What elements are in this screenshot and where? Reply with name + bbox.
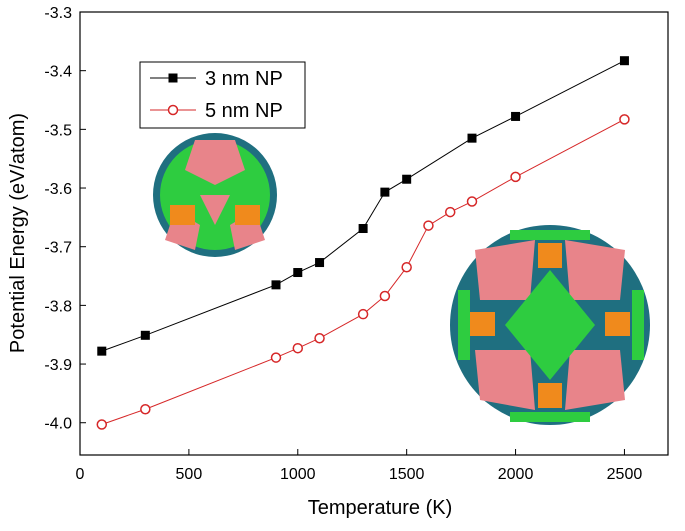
data-point bbox=[293, 268, 303, 278]
y-tick-label: -3.5 bbox=[44, 122, 72, 139]
data-point bbox=[619, 56, 629, 66]
data-point bbox=[510, 171, 521, 183]
legend-marker bbox=[167, 104, 179, 116]
y-tick-label: -3.6 bbox=[44, 181, 72, 198]
data-point bbox=[380, 187, 390, 197]
data-point bbox=[271, 280, 281, 290]
x-tick-label: 2500 bbox=[607, 466, 643, 483]
data-point bbox=[357, 308, 369, 320]
y-tick-label: -3.9 bbox=[44, 357, 72, 374]
legend-label: 5 nm NP bbox=[205, 100, 283, 122]
data-point bbox=[402, 174, 412, 184]
x-tick-label: 1500 bbox=[389, 466, 425, 483]
y-tick-label: -4.0 bbox=[44, 416, 72, 433]
data-point bbox=[96, 419, 108, 430]
x-tick-label: 500 bbox=[176, 466, 203, 483]
data-point bbox=[270, 352, 282, 363]
y-tick-label: -3.7 bbox=[44, 240, 72, 257]
y-tick-label: -3.8 bbox=[44, 298, 72, 315]
nanoparticle-small bbox=[153, 133, 277, 257]
nanoparticle-large bbox=[450, 225, 650, 425]
data-point bbox=[358, 224, 368, 234]
y-tick-label: -3.3 bbox=[44, 5, 72, 22]
data-point bbox=[444, 206, 456, 218]
data-point bbox=[379, 290, 391, 302]
legend-label: 3 nm NP bbox=[205, 68, 283, 90]
legend-marker bbox=[168, 73, 178, 83]
data-point bbox=[619, 114, 630, 125]
x-tick-label: 1000 bbox=[280, 466, 316, 483]
data-point bbox=[467, 133, 477, 143]
data-point bbox=[314, 332, 325, 344]
data-point bbox=[315, 258, 325, 268]
data-point bbox=[511, 111, 521, 121]
data-point bbox=[423, 220, 434, 231]
legend-box bbox=[139, 61, 306, 129]
x-axis-label: Temperature (K) bbox=[308, 497, 453, 519]
x-tick-label: 2000 bbox=[498, 466, 534, 483]
plot-frame bbox=[79, 11, 669, 456]
data-point bbox=[140, 403, 151, 415]
y-axis-label: Potential Energy (eV/atom) bbox=[7, 113, 29, 353]
data-point bbox=[466, 196, 478, 207]
y-tick-label: -3.4 bbox=[44, 64, 72, 81]
data-point bbox=[140, 330, 150, 340]
data-point bbox=[401, 261, 412, 273]
x-tick-label: 0 bbox=[76, 466, 85, 483]
data-point bbox=[97, 346, 107, 356]
data-point bbox=[292, 342, 304, 354]
